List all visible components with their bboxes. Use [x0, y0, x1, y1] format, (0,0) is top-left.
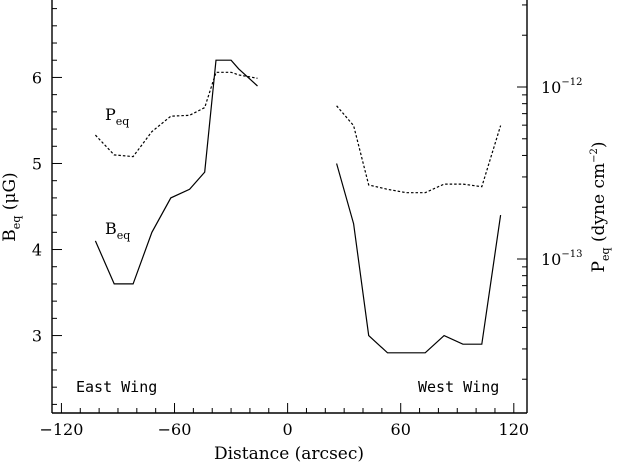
left-y-title-symbol: B	[0, 229, 20, 242]
right-y-title-subscript: eq	[599, 247, 612, 261]
x-tick-label: 60	[391, 420, 411, 439]
right-y-title-close: )	[589, 142, 609, 149]
x-tick-label: 120	[499, 420, 530, 439]
b-eq-series-line-east	[94, 59, 258, 285]
right-y-title-unit: (dyne cm	[589, 163, 609, 242]
x-tick-label: −60	[158, 420, 192, 439]
right-y-axis-title: Peq (dyne cm−2)	[589, 142, 612, 273]
left-y-tick-label: 6	[32, 68, 42, 87]
tick-marks	[52, 4, 527, 413]
right-y-tick-label: 10−13	[541, 249, 582, 269]
left-y-title-unit: (μG)	[0, 172, 20, 210]
svg-text:Peq (dyne cm−2): Peq (dyne cm−2)	[589, 142, 612, 273]
svg-text:Beq (μG): Beq (μG)	[0, 172, 23, 241]
left-y-tick-label: 5	[32, 154, 42, 173]
left-y-title-subscript: eq	[10, 216, 23, 230]
b-eq-series-line-west	[336, 163, 502, 354]
left-y-tick-label: 3	[32, 327, 42, 346]
tick-labels: −120 −60 0 60 120 3 4 5 6 10−12 10−13	[32, 68, 583, 439]
x-axis-title: Distance (arcsec)	[214, 444, 364, 464]
series-layer	[94, 59, 502, 354]
p-eq-series-line-west	[336, 105, 502, 194]
left-y-tick-label: 4	[32, 241, 42, 260]
b-eq-curve-label: Beq	[105, 219, 130, 242]
east-wing-label: East Wing	[76, 378, 157, 396]
p-eq-curve-label: Peq	[105, 105, 129, 128]
right-y-title-symbol: P	[589, 261, 609, 272]
x-tick-label: −120	[39, 420, 83, 439]
right-y-tick-label: 10−12	[541, 77, 582, 97]
right-y-title-exponent: −2	[589, 148, 600, 163]
left-y-axis-title: Beq (μG)	[0, 172, 23, 241]
x-tick-label: 0	[283, 420, 293, 439]
plot-frame	[51, 0, 528, 414]
west-wing-label: West Wing	[418, 378, 499, 396]
